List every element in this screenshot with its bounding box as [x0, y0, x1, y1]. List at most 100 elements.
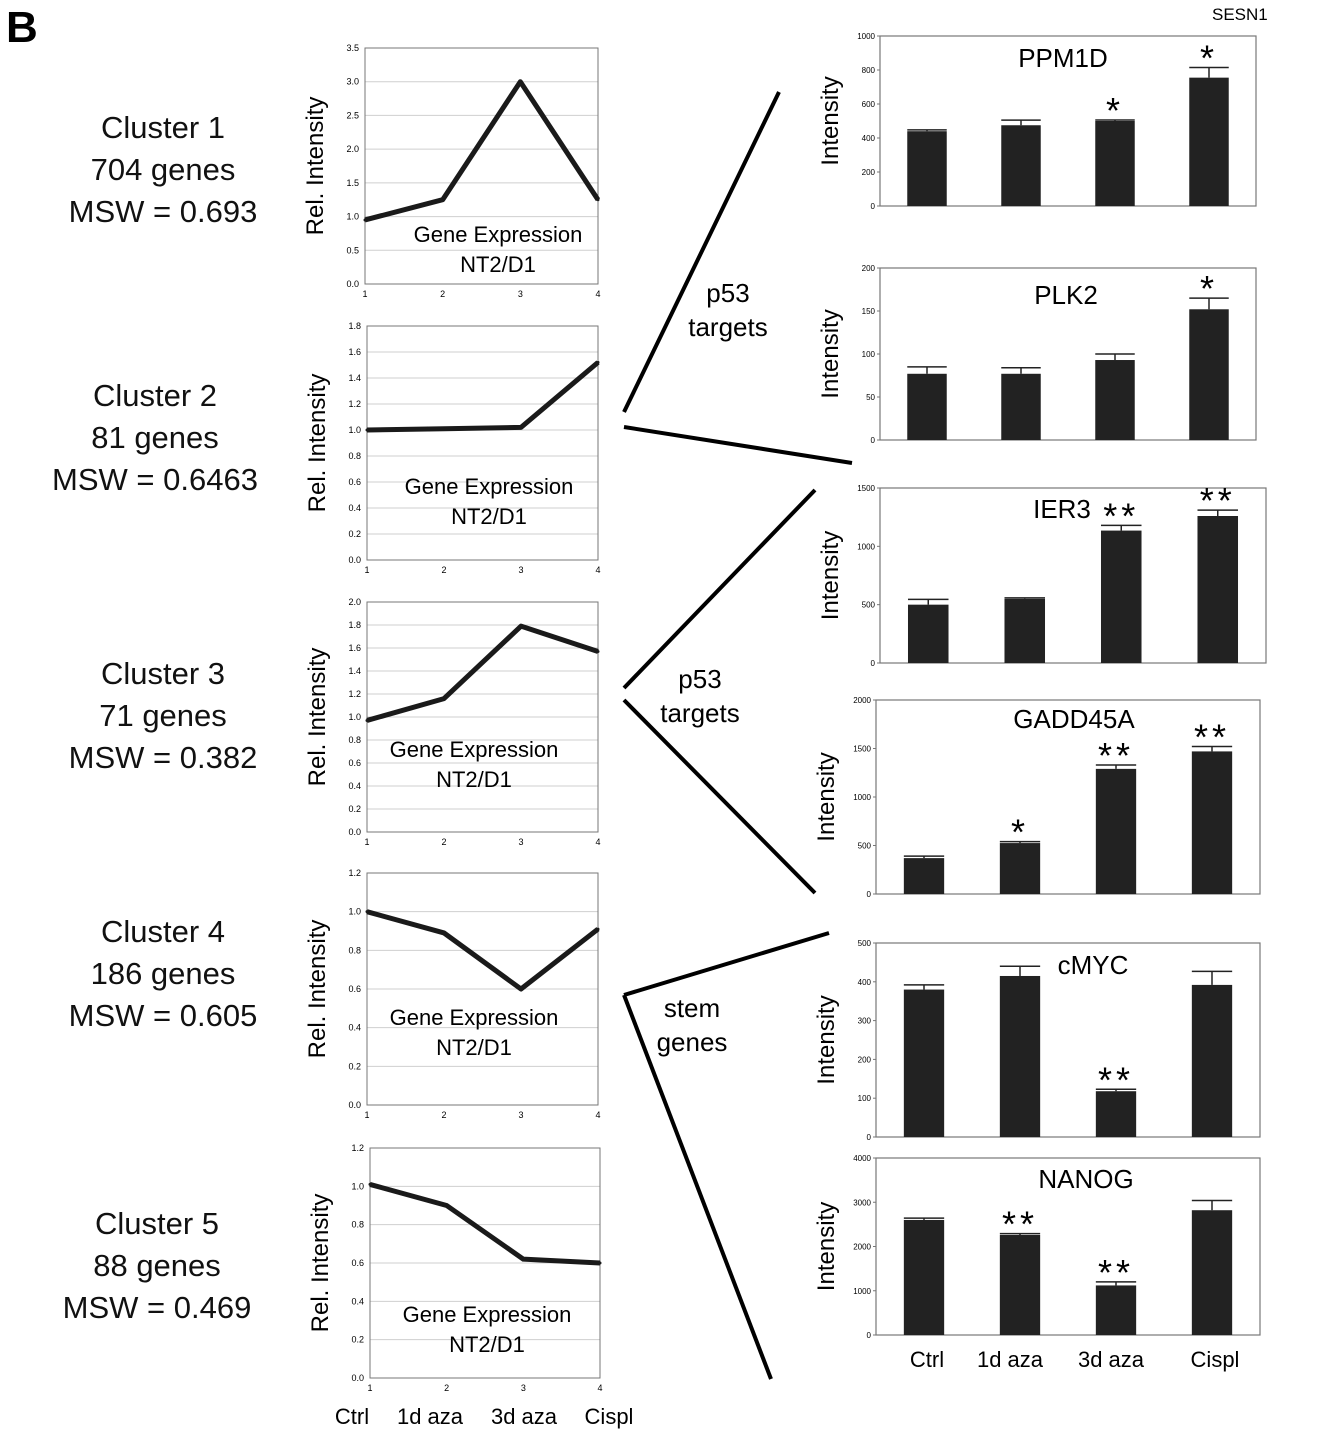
- y-axis-label: Rel. Intensity: [304, 374, 331, 513]
- x-tick-label: 2: [441, 1110, 446, 1120]
- bar: [1095, 1285, 1137, 1335]
- bar: [999, 1234, 1041, 1335]
- y-tick-label: 0.4: [348, 1023, 361, 1033]
- annotation-line: Gene Expression: [403, 1302, 572, 1327]
- bar-chart-nanog: 0 1000 2000 3000 4000 ** ** Intensity NANOG: [813, 1154, 1261, 1340]
- bar-chart-cmyc: 0 100 200 300 400 500 ** Intensity cMYC: [813, 939, 1261, 1142]
- y-tick-label: 3000: [853, 1198, 871, 1207]
- bar: [1001, 125, 1041, 206]
- y-tick-label: 400: [858, 978, 872, 987]
- x-tick-label: 1: [364, 565, 369, 575]
- y-tick-label: 150: [862, 307, 876, 316]
- annotation-line: NT2/D1: [436, 767, 512, 792]
- bar: [907, 131, 947, 206]
- bar: [907, 373, 947, 440]
- data-point: [598, 1261, 602, 1265]
- y-tick-label: 0.6: [348, 758, 361, 768]
- x-tick-label: 3: [521, 1383, 526, 1393]
- annotation-line: NT2/D1: [436, 1035, 512, 1060]
- data-point: [442, 931, 446, 935]
- chart-title: GADD45A: [1013, 704, 1135, 734]
- group-label-line: p53: [706, 278, 749, 308]
- y-tick-label: 1.2: [348, 399, 361, 409]
- y-tick-label: 2.5: [346, 110, 359, 120]
- bar: [903, 858, 945, 894]
- y-axis-label: Rel. Intensity: [304, 648, 331, 787]
- bar: [1189, 309, 1229, 440]
- bar: [1191, 751, 1233, 894]
- x-tick-label: 1: [364, 1110, 369, 1120]
- data-point: [521, 1257, 525, 1261]
- plot-frame: [366, 872, 599, 1106]
- cluster-title: Cluster 5: [94, 1206, 220, 1241]
- connector-line: [622, 488, 817, 690]
- y-tick-label: 2000: [853, 1243, 871, 1252]
- connector-lines: [622, 91, 853, 1380]
- y-tick-label: 1.0: [348, 425, 361, 435]
- y-tick-label: 0.2: [348, 804, 361, 814]
- chart-title: PPM1D: [1018, 43, 1108, 73]
- y-tick-label: 1.8: [348, 321, 361, 331]
- y-tick-label: 1000: [853, 1287, 871, 1296]
- y-tick-label: 1.6: [348, 643, 361, 653]
- annotation-line: Gene Expression: [405, 474, 574, 499]
- top-right-label: SESN1: [1212, 5, 1268, 24]
- plot-frame: [366, 601, 599, 833]
- data-point: [441, 198, 445, 202]
- x-tick-label: 3: [518, 1110, 523, 1120]
- data-point: [445, 1204, 449, 1207]
- y-tick-label: 0.0: [346, 279, 359, 289]
- y-axis-label: Rel. Intensity: [304, 920, 331, 1059]
- annotation-line: NT2/D1: [460, 252, 536, 277]
- cluster-title: Cluster 2: [92, 378, 218, 413]
- x-category-label: 3d aza: [491, 1404, 558, 1429]
- x-tick-label: 4: [595, 837, 600, 847]
- bar: [903, 989, 945, 1137]
- y-axis-label: Rel. Intensity: [302, 97, 329, 236]
- data-point: [442, 697, 446, 701]
- group-labels: p53 targets p53 targets stem genes: [657, 278, 768, 1057]
- significance-marker: *: [1106, 90, 1124, 131]
- significance-marker: **: [1103, 495, 1139, 536]
- bar: [1095, 768, 1137, 894]
- data-point: [519, 987, 523, 991]
- cluster-gene-count: 186 genes: [90, 956, 236, 991]
- cluster-msw: MSW = 0.605: [68, 998, 258, 1033]
- y-tick-label: 1.0: [346, 212, 359, 222]
- group-label-line: stem: [664, 993, 720, 1023]
- plot-frame: [879, 487, 1267, 664]
- data-point: [442, 427, 446, 431]
- connector-line: [623, 425, 853, 465]
- chart-title: cMYC: [1058, 950, 1129, 980]
- group-label-line: targets: [688, 312, 768, 342]
- series-line: [366, 909, 600, 992]
- y-tick-label: 0.8: [348, 735, 361, 745]
- bar-chart-ppm1d: 0 200 400 600 800 1000 * * Intensity PPM1D: [817, 32, 1257, 211]
- connector-line: [622, 91, 781, 413]
- y-tick-label: 0: [871, 202, 876, 211]
- y-tick-label: 1500: [857, 484, 875, 493]
- significance-marker: **: [1098, 1059, 1134, 1100]
- cluster-gene-count: 88 genes: [93, 1248, 221, 1283]
- panel-letter: B: [6, 3, 38, 52]
- series-line: [364, 79, 601, 223]
- y-tick-label: 1.2: [348, 868, 361, 878]
- data-point: [363, 218, 367, 222]
- bar: [1100, 530, 1142, 663]
- x-category-label: Cispl: [1191, 1347, 1240, 1372]
- y-axis-label: Intensity: [817, 531, 844, 620]
- cluster-3-label: Cluster 3 71 genes MSW = 0.382: [18, 653, 308, 779]
- y-tick-label: 0.0: [348, 1100, 361, 1110]
- y-tick-label: 0: [871, 436, 876, 445]
- cluster-2-label: Cluster 2 81 genes MSW = 0.6463: [10, 375, 300, 501]
- bar: [1004, 598, 1046, 663]
- significance-marker: **: [1098, 1252, 1134, 1293]
- cluster-gene-count: 81 genes: [91, 420, 219, 455]
- y-tick-label: 0.8: [348, 451, 361, 461]
- y-tick-label: 1.6: [348, 347, 361, 357]
- y-tick-label: 2000: [853, 696, 871, 705]
- y-tick-label: 1.4: [348, 373, 361, 383]
- y-tick-label: 0: [871, 659, 876, 668]
